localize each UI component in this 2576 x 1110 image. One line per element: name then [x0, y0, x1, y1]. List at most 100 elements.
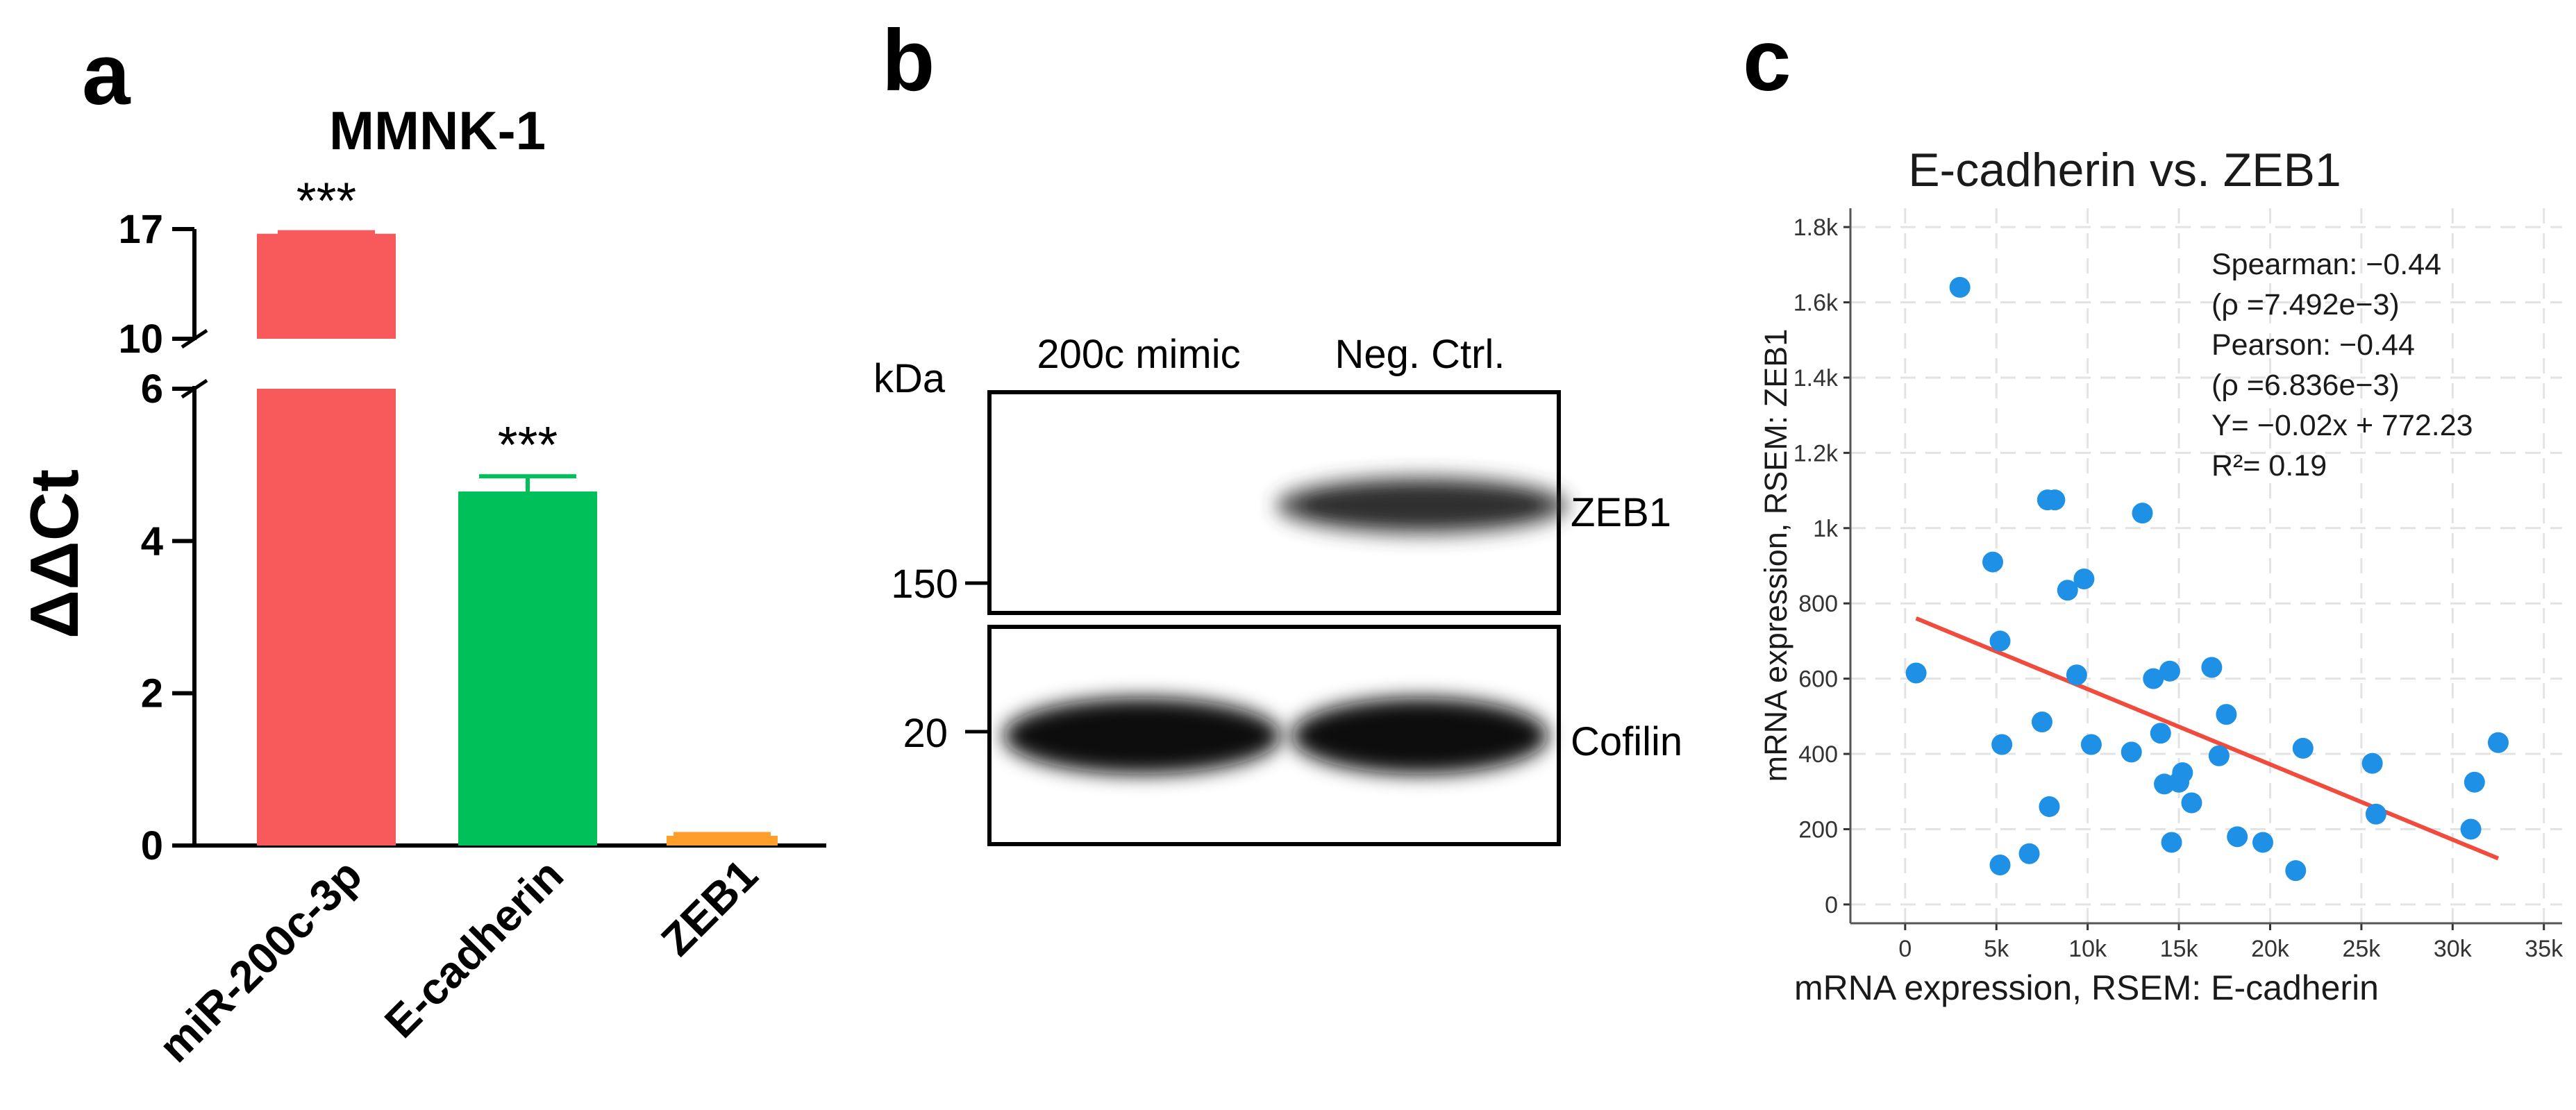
band-label-cofilin: Cofilin: [1571, 719, 1682, 764]
category-label: miR-200c-3p: [149, 850, 371, 1072]
data-point: [1989, 630, 2011, 652]
stat-pearson-p: (ρ =6.836e−3): [2211, 369, 2400, 402]
panel-a-ylabel: ΔΔCt: [16, 469, 92, 639]
stat-pearson: Pearson: −0.44: [2211, 328, 2415, 362]
panel-c-axis: 0 5k 10k 15k 20k 25k 30k 35k 0 200 400 600 800 1k 1.2k…: [1793, 208, 2564, 962]
panel-c-ylabel: mRNA expression, RSEM: ZEB1: [1758, 329, 1793, 782]
lane-label-neg-ctrl: Neg. Ctrl.: [1335, 332, 1505, 377]
panel-c-xlabel: mRNA expression, RSEM: E-cadherin: [1794, 968, 2379, 1007]
y-tick-label: 1.2k: [1793, 440, 1839, 466]
regression-line: [1915, 616, 2500, 861]
panel-c-title: E-cadherin vs. ZEB1: [1908, 144, 2341, 196]
stat-regression: Y= −0.02x + 772.23: [2211, 409, 2473, 442]
y-tick-label: 400: [1798, 741, 1838, 768]
panel-b: b kDa 200c mimic Neg. Ctrl. 150 20 ZEB1 …: [873, 12, 1682, 846]
data-point: [2150, 723, 2171, 744]
y-tick-label: 2: [141, 671, 163, 716]
data-point: [2285, 860, 2307, 882]
y-tick-label: 4: [141, 519, 163, 564]
data-point: [2488, 732, 2509, 753]
category-label: E-cadherin: [375, 850, 573, 1048]
data-point: [2172, 762, 2193, 784]
lane-label-mimic: 200c mimic: [1037, 332, 1240, 377]
data-point: [2080, 734, 2102, 755]
cofilin-band-mimic: [1003, 698, 1281, 774]
y-tick-label: 1k: [1813, 516, 1839, 542]
data-point: [1982, 551, 2003, 573]
data-point: [2018, 843, 2040, 864]
panel-a-category-labels: miR-200c-3p E-cadherin ZEB1: [149, 850, 767, 1072]
data-point: [2216, 704, 2237, 725]
x-tick-label: 35k: [2525, 936, 2564, 962]
y-tick-label: 800: [1798, 591, 1838, 617]
data-point: [2039, 796, 2060, 817]
data-point: [1949, 276, 1971, 298]
panel-a-title: MMNK-1: [329, 100, 546, 161]
cofilin-band-neg-ctrl: [1291, 698, 1548, 774]
x-tick-label: 25k: [2342, 936, 2381, 962]
y-tick-label: 0: [1825, 892, 1838, 918]
data-point: [2121, 741, 2142, 763]
data-point: [2132, 503, 2153, 524]
x-tick-label: 30k: [2434, 936, 2473, 962]
bar-E-cadherin: [458, 491, 597, 846]
bar-ZEB1: [667, 836, 778, 846]
y-tick-label: 600: [1798, 666, 1838, 693]
panel-c-letter: c: [1743, 12, 1791, 109]
bar-miR-200c-3p-lower: [257, 389, 396, 846]
panel-b-letter: b: [882, 12, 935, 109]
panel-c-grid: [1850, 208, 2562, 923]
kda-label: kDa: [873, 356, 946, 401]
panel-c: c E-cadherin vs. ZEB1 0 5k 10k 15k 20k 25k 30k…: [1743, 12, 2564, 1007]
y-tick-label: 200: [1798, 816, 1838, 843]
panel-a: a MMNK-1 ΔΔCt 0 2 4 6 10 17 *** *** miR-200c-3…: [16, 26, 826, 1072]
y-tick-label: 1.8k: [1793, 215, 1839, 241]
data-point: [2143, 668, 2164, 689]
marker-150-label: 150: [891, 562, 958, 607]
data-point: [2365, 803, 2386, 825]
stat-r-squared: R²= 0.19: [2211, 449, 2327, 482]
y-tick-label: 17: [118, 207, 163, 252]
data-point: [2292, 737, 2314, 759]
data-point: [1991, 734, 2013, 755]
panel-c-points: [1905, 276, 2509, 882]
significance-marker: ***: [296, 172, 356, 230]
data-point: [2252, 832, 2273, 853]
data-point: [2031, 711, 2052, 732]
data-point: [2036, 489, 2058, 511]
panel-c-fit-line-group: [1915, 616, 2500, 861]
data-point: [2464, 771, 2485, 793]
data-point: [2181, 792, 2202, 814]
y-tick-label: 1.6k: [1793, 290, 1839, 317]
bar-miR-200c-3p-upper: [257, 233, 396, 339]
marker-20-label: 20: [903, 711, 948, 756]
data-point: [2208, 745, 2230, 766]
data-point: [1989, 854, 2011, 875]
category-label: ZEB1: [651, 850, 767, 966]
y-tick-label: 6: [141, 367, 163, 412]
data-point: [2460, 818, 2482, 840]
stat-spearman: Spearman: −0.44: [2211, 248, 2441, 281]
y-tick-label: 10: [118, 317, 163, 362]
panel-a-letter: a: [82, 26, 131, 123]
y-tick-label: 1.4k: [1793, 365, 1839, 392]
data-point: [1905, 662, 1927, 684]
data-point: [2159, 660, 2180, 682]
stats-annotation: Spearman: −0.44 (ρ =7.492e−3) Pearson: −…: [2211, 248, 2473, 482]
band-label-zeb1: ZEB1: [1571, 490, 1671, 535]
x-tick-label: 0: [1898, 936, 1912, 962]
data-point: [2073, 568, 2095, 589]
data-point: [2361, 752, 2383, 774]
zeb1-band-neg-ctrl-core: [1304, 490, 1540, 521]
stat-spearman-p: (ρ =7.492e−3): [2211, 288, 2400, 321]
x-tick-label: 5k: [1984, 936, 2009, 962]
data-point: [2066, 664, 2087, 686]
data-point: [2201, 657, 2223, 678]
panel-a-bars: *** ***: [257, 172, 778, 846]
data-point: [2161, 832, 2182, 853]
data-point: [2057, 580, 2078, 601]
data-point: [2227, 826, 2248, 848]
significance-marker: ***: [498, 416, 558, 473]
x-tick-label: 10k: [2068, 936, 2107, 962]
